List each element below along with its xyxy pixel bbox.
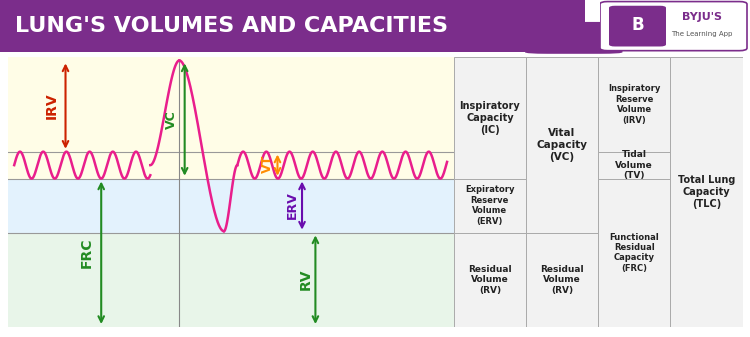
Text: ERV: ERV <box>286 192 298 219</box>
Bar <box>454 179 526 233</box>
FancyBboxPatch shape <box>525 22 622 54</box>
FancyBboxPatch shape <box>609 6 666 47</box>
Text: BYJU'S: BYJU'S <box>682 12 722 22</box>
FancyBboxPatch shape <box>600 2 747 51</box>
Bar <box>670 57 742 327</box>
Text: Total Lung
Capacity
(TLC): Total Lung Capacity (TLC) <box>678 176 735 209</box>
Text: The Learning App: The Learning App <box>671 31 733 37</box>
Text: LUNG'S VOLUMES AND CAPACITIES: LUNG'S VOLUMES AND CAPACITIES <box>15 16 448 36</box>
Text: Residual
Volume
(RV): Residual Volume (RV) <box>468 265 512 295</box>
Text: FRC: FRC <box>80 238 94 268</box>
Text: Functional
Residual
Capacity
(FRC): Functional Residual Capacity (FRC) <box>609 233 659 273</box>
Bar <box>0 0 585 52</box>
Bar <box>454 57 526 179</box>
Text: Expiratory
Reserve
Volume
(ERV): Expiratory Reserve Volume (ERV) <box>465 185 514 226</box>
Text: B: B <box>632 16 644 34</box>
Text: Inspiratory
Capacity
(IC): Inspiratory Capacity (IC) <box>460 101 520 134</box>
Bar <box>598 152 670 179</box>
Text: Tidal
Volume
(TV): Tidal Volume (TV) <box>615 150 653 180</box>
Bar <box>454 233 526 327</box>
Bar <box>526 57 599 233</box>
Bar <box>8 57 454 179</box>
Bar <box>598 179 670 327</box>
Bar <box>8 233 454 327</box>
Bar <box>598 57 670 152</box>
Text: Inspiratory
Reserve
Volume
(IRV): Inspiratory Reserve Volume (IRV) <box>608 84 661 125</box>
Text: Residual
Volume
(RV): Residual Volume (RV) <box>540 265 584 295</box>
Text: IRV: IRV <box>45 93 59 119</box>
Bar <box>526 233 599 327</box>
Bar <box>8 179 454 233</box>
Text: RV: RV <box>298 269 313 290</box>
Text: VT: VT <box>261 155 274 173</box>
Text: Vital
Capacity
(VC): Vital Capacity (VC) <box>536 128 587 161</box>
Text: VC: VC <box>165 110 178 129</box>
